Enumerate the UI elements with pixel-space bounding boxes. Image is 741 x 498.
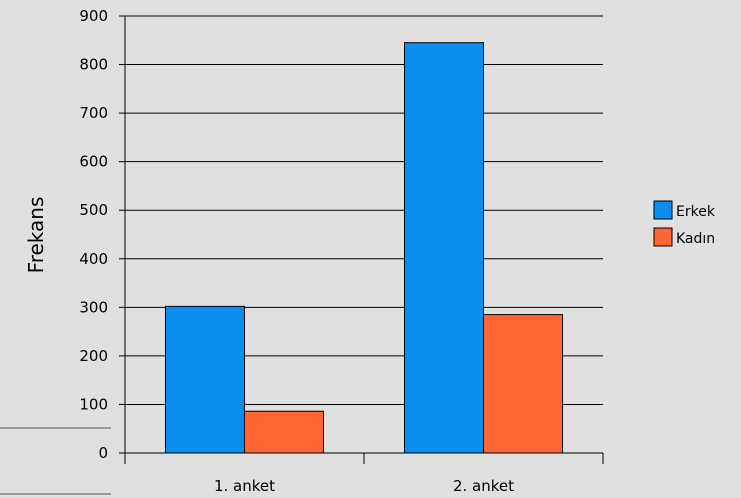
legend-label: Kadın <box>676 231 715 247</box>
y-tick-label: 100 <box>79 395 108 413</box>
bars <box>165 42 563 454</box>
y-tick-label: 500 <box>79 201 108 219</box>
y-tick-labels: 0 100 200 300 400 500 600 700 800 900 <box>79 7 108 462</box>
legend: Erkek Kadın <box>653 200 716 247</box>
axes <box>119 15 604 464</box>
bar-kadın-2 <box>483 314 563 454</box>
bar-erkek-1 <box>165 305 245 454</box>
y-tick-label: 800 <box>79 56 108 74</box>
x-tick-label: 1. anket <box>214 477 275 495</box>
y-tick-label: 600 <box>79 153 108 171</box>
legend-label: Erkek <box>676 204 716 220</box>
y-tick-label: 700 <box>79 104 108 122</box>
x-tick-label: 2. anket <box>453 477 514 495</box>
x-tick-labels: 1. anket 2. anket <box>214 477 514 495</box>
legend-swatch <box>653 200 673 220</box>
y-tick-label: 900 <box>79 7 108 25</box>
bar-erkek-2 <box>404 42 484 454</box>
y-tick-label: 400 <box>79 250 108 268</box>
bar-kadın-1 <box>244 410 324 454</box>
y-tick-label: 0 <box>98 444 108 462</box>
y-tick-label: 300 <box>79 298 108 316</box>
legend-swatch <box>653 227 673 247</box>
y-axis-label: Frekans <box>24 197 48 274</box>
y-tick-label: 200 <box>79 347 108 365</box>
